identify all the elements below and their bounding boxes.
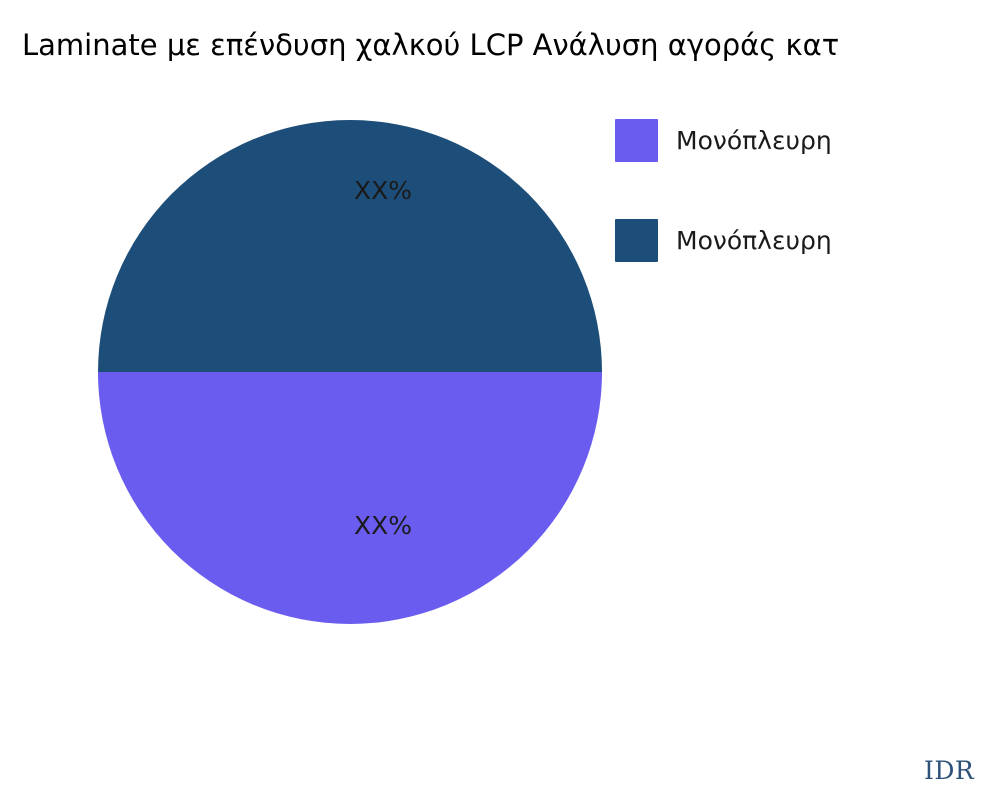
pie-slice-purple[interactable]: [98, 372, 602, 624]
pie-label-purple: XX%: [354, 511, 412, 540]
legend: Μονόπλευρη Μονόπλευρη: [615, 119, 945, 262]
legend-swatch-purple: [615, 119, 658, 162]
legend-item-1[interactable]: Μονόπλευρη: [615, 219, 945, 262]
pie-chart: XX% XX%: [98, 120, 602, 624]
pie-svg: XX% XX%: [98, 120, 602, 624]
legend-label-0: Μονόπλευρη: [676, 126, 832, 155]
watermark-idr: IDR: [924, 756, 975, 785]
legend-item-0[interactable]: Μονόπλευρη: [615, 119, 945, 162]
legend-label-1: Μονόπλευρη: [676, 226, 832, 255]
pie-label-navy: XX%: [354, 176, 412, 205]
pie-slice-navy[interactable]: [98, 120, 602, 372]
legend-swatch-navy: [615, 219, 658, 262]
chart-title: Laminate με επένδυση χαλκού LCP Ανάλυση …: [22, 28, 840, 62]
